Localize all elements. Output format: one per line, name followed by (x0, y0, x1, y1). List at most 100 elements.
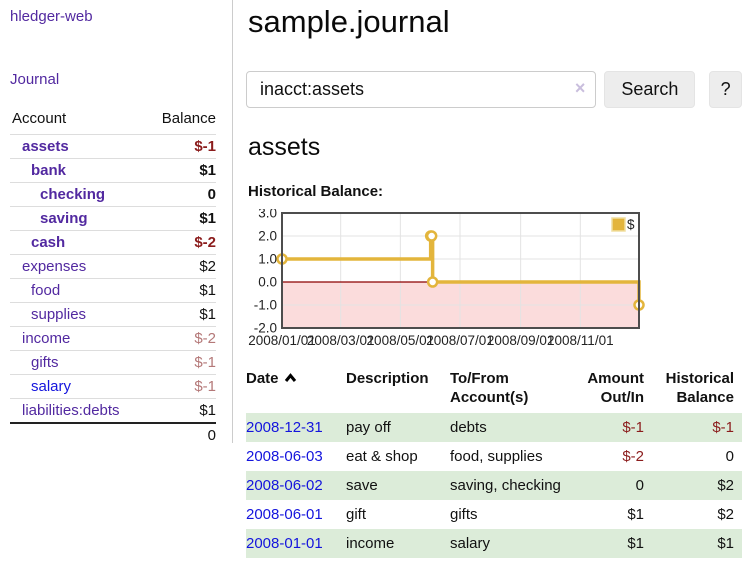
account-link-checking[interactable]: checking (40, 186, 106, 203)
account-link-income[interactable]: income (22, 330, 71, 347)
transaction-date-link[interactable]: 2008-12-31 (246, 419, 323, 436)
svg-text:1.0: 1.0 (258, 252, 277, 267)
account-balance-checking: 0 (146, 182, 216, 207)
register-row: 2008-12-31 pay off debts $-1 $-1 (246, 413, 742, 442)
svg-text:2008/03/01: 2008/03/01 (307, 333, 375, 348)
account-balance-saving: $1 (146, 206, 216, 231)
svg-text:$: $ (627, 217, 635, 232)
transaction-amount: $1 (570, 529, 652, 558)
account-row-checking: checking 0 (10, 182, 216, 207)
account-row-liabilities-debts: liabilities:debts $1 (10, 398, 216, 423)
svg-text:2008/07/01: 2008/07/01 (426, 333, 494, 348)
search-button[interactable]: Search (604, 71, 696, 108)
account-link-food[interactable]: food (31, 282, 61, 299)
search-box: × (246, 71, 597, 108)
svg-text:2008/01/01: 2008/01/01 (248, 333, 316, 348)
accounts-header-account: Account (12, 110, 67, 127)
account-row-salary: salary $-1 (10, 374, 216, 399)
accounts-header-balance: Balance (161, 110, 216, 127)
account-link-gifts[interactable]: gifts (31, 354, 59, 371)
account-row-cash: cash $-2 (10, 230, 216, 255)
transaction-date-link[interactable]: 2008-06-02 (246, 477, 323, 494)
account-balance-salary: $-1 (146, 374, 216, 399)
account-balance-cash: $-2 (146, 230, 216, 255)
clear-search-icon[interactable]: × (574, 78, 586, 98)
transaction-description: gift (346, 506, 367, 523)
account-link-saving[interactable]: saving (40, 210, 88, 227)
account-heading: assets (248, 133, 321, 161)
transaction-accounts: salary (450, 529, 570, 558)
transaction-balance: 0 (725, 448, 734, 465)
register-row: 2008-06-01 gift gifts $1 $2 (246, 500, 742, 529)
transaction-amount: 0 (570, 471, 652, 500)
transaction-date-link[interactable]: 2008-06-03 (246, 448, 323, 465)
account-link-liabilities-debts[interactable]: liabilities:debts (22, 402, 120, 419)
svg-text:3.0: 3.0 (258, 209, 277, 221)
register-header-date-label: Date (246, 370, 279, 387)
transaction-amount: $-1 (570, 413, 652, 442)
transaction-accounts: saving, checking (450, 471, 570, 500)
transaction-balance: $-1 (652, 413, 742, 442)
transaction-accounts: debts (450, 413, 570, 442)
accounts-header-row: Account Balance (10, 106, 216, 135)
account-row-gifts: gifts $-1 (10, 350, 216, 375)
transaction-description: eat & shop (346, 448, 418, 465)
svg-text:0.0: 0.0 (258, 275, 277, 290)
sort-ascending-icon (284, 373, 296, 382)
register-row: 2008-06-03 eat & shop food, supplies $-2… (246, 442, 742, 471)
transaction-description: save (346, 471, 450, 500)
register-header-row: Date Description To/From Account(s) Amou… (246, 366, 742, 413)
svg-text:-1.0: -1.0 (254, 298, 277, 313)
account-link-assets[interactable]: assets (22, 138, 69, 155)
account-balance-income: $-2 (146, 326, 216, 351)
transaction-amount: $1 (627, 506, 644, 523)
transaction-date-link[interactable]: 2008-06-01 (246, 506, 323, 523)
account-balance-gifts: $-1 (146, 350, 216, 375)
account-balance-food: $1 (146, 278, 216, 303)
accounts-total-row: 0 (10, 422, 216, 447)
transaction-description: income (346, 529, 450, 558)
register-header-date[interactable]: Date (246, 366, 346, 413)
transaction-description: pay off (346, 413, 450, 442)
register-table: Date Description To/From Account(s) Amou… (246, 366, 742, 558)
search-input[interactable] (246, 71, 597, 108)
main-content: sample.journal × Search ? assets Histori… (246, 0, 742, 558)
transaction-date-link[interactable]: 2008-01-01 (246, 535, 323, 552)
account-row-assets: assets $-1 (10, 134, 216, 159)
account-link-salary[interactable]: salary (31, 378, 72, 395)
page-title: sample.journal (248, 4, 450, 39)
transaction-accounts: gifts (450, 506, 478, 523)
historical-balance-chart: $3.0 2.0 1.0 0.0 -1.0 -2.02008/01/012008/03/0… (248, 209, 645, 348)
register-header-amount: Amount Out/In (587, 370, 644, 406)
svg-text:2008/11/01: 2008/11/01 (547, 333, 614, 348)
account-link-supplies[interactable]: supplies (31, 306, 87, 323)
app-brand-link[interactable]: hledger-web (10, 8, 93, 25)
account-balance-expenses: $2 (146, 254, 216, 279)
svg-text:2.0: 2.0 (258, 229, 277, 244)
register-row: 2008-06-02 save saving, checking 0 $2 (246, 471, 742, 500)
transaction-balance: $1 (652, 529, 742, 558)
sidebar-item-journal[interactable]: Journal (10, 71, 60, 88)
account-balance-assets: $-1 (146, 134, 216, 159)
account-row-supplies: supplies $1 (10, 302, 216, 327)
account-link-bank[interactable]: bank (31, 162, 67, 179)
transaction-accounts: food, supplies (450, 448, 543, 465)
register-header-tofrom: To/From Account(s) (450, 370, 529, 406)
account-row-expenses: expenses $2 (10, 254, 216, 279)
account-row-bank: bank $1 (10, 158, 216, 183)
transaction-amount: $-2 (622, 448, 644, 465)
help-button[interactable]: ? (709, 71, 742, 108)
svg-text:2008/05/01: 2008/05/01 (367, 333, 435, 348)
svg-text:2008/09/01: 2008/09/01 (487, 333, 555, 348)
account-link-expenses[interactable]: expenses (22, 258, 87, 275)
accounts-table: Account Balance assets $-1 bank $1 check… (10, 106, 216, 447)
account-row-income: income $-2 (10, 326, 216, 351)
account-balance-bank: $1 (146, 158, 216, 183)
accounts-total-balance: 0 (146, 422, 216, 447)
register-header-description: Description (346, 370, 429, 387)
transaction-balance: $2 (717, 506, 734, 523)
search-form: × Search ? (246, 71, 742, 108)
account-link-cash[interactable]: cash (31, 234, 66, 251)
account-row-food: food $1 (10, 278, 216, 303)
register-header-balance: Historical Balance (665, 370, 734, 406)
